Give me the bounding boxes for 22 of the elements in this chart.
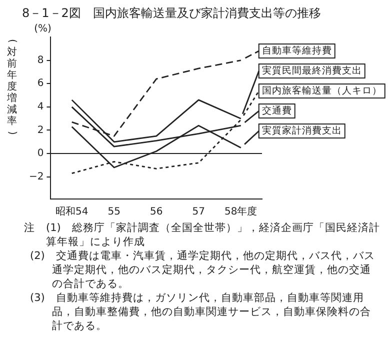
x-tick-label: 56 bbox=[150, 206, 163, 218]
text: (3) 自動車等維持費は，ガソリン代，自動車部品，自動車等関連用品，自動車整備費，他の自動車関連サービス，自動車保険料の合計である。 bbox=[30, 291, 372, 333]
chart-title: 8－1－2図 国内旅客輸送量及び家計消費支出等の推移 bbox=[21, 5, 322, 21]
legend-label: 自動車等維持費 bbox=[262, 44, 332, 56]
y-tick-label: −2 bbox=[28, 171, 44, 182]
y-tick-label: 4 bbox=[37, 102, 44, 113]
text: 国内旅客輸送量（人キロ） bbox=[262, 84, 382, 96]
text: 実質民間最終消費支出 bbox=[262, 64, 362, 76]
y-tick-label: 8 bbox=[37, 54, 44, 66]
x-tick-label: 昭和54 bbox=[56, 206, 88, 218]
text: 実質家計消費支出 bbox=[262, 124, 342, 136]
x-tick-label: 57 bbox=[192, 206, 205, 218]
y-tick-label: 2 bbox=[37, 124, 44, 136]
x-tick-label: 55 bbox=[108, 206, 120, 218]
legend-label: 交通費 bbox=[262, 104, 292, 116]
text: 注 (1) 総務庁「家計調査（全国全世帯）」，経済企画庁「国民経済計算年報」により作成 bbox=[24, 221, 380, 249]
text: (2) 交通費は電車・汽車賃，通学定期代，他の定期代，バス代，バス通学定期代，他のバス定期代，タクシー代，航空運賃，他の交通の合計である。 bbox=[30, 249, 376, 291]
x-tick-label: 58年度 bbox=[224, 206, 258, 218]
text: (%) bbox=[34, 24, 52, 35]
y-tick-label: 6 bbox=[37, 78, 44, 90]
text: (対前年度増減率) bbox=[6, 39, 18, 135]
y-tick-label: 0 bbox=[37, 148, 44, 160]
